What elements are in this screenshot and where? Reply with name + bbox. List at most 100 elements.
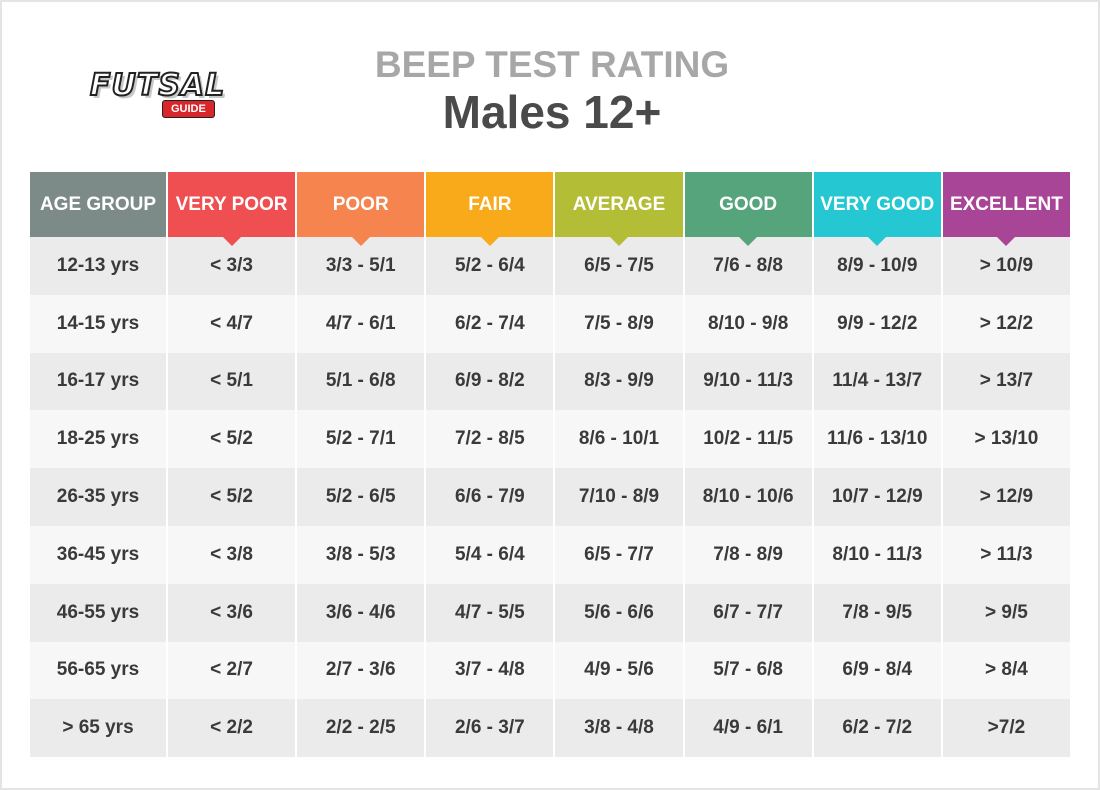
age-group: 36-45 yrs xyxy=(30,525,168,584)
rating-cell: > 12/2 xyxy=(941,294,1073,353)
rating-cell: 7/10 - 8/9 xyxy=(554,468,685,526)
rating-cell: 4/7 - 6/1 xyxy=(296,294,427,353)
header-cell: FAIR xyxy=(425,172,556,246)
rating-cell: 6/5 - 7/5 xyxy=(554,237,685,295)
header-cell: AVERAGE xyxy=(554,172,685,246)
rating-cell: 11/6 - 13/10 xyxy=(812,410,943,469)
header-cell: POOR xyxy=(296,172,427,246)
header-row: AGE GROUP VERY POOR POOR FAIR AVERAGE GOOD VER… xyxy=(30,172,1073,246)
header-label: VERY GOOD xyxy=(820,193,935,215)
title: BEEP TEST RATING xyxy=(374,44,730,85)
rating-cell: 7/6 - 8/8 xyxy=(683,237,814,295)
rating-cell: 6/5 - 7/7 xyxy=(554,525,685,584)
rating-cell: < 3/6 xyxy=(167,583,298,642)
rating-cell: 5/2 - 6/4 xyxy=(425,237,556,295)
rating-cell: 3/7 - 4/8 xyxy=(425,641,556,700)
rating-cell: 5/4 - 6/4 xyxy=(425,525,556,584)
header-cell: GOOD xyxy=(683,172,814,246)
rating-cell: 6/7 - 7/7 xyxy=(683,583,814,642)
age-group: 12-13 yrs xyxy=(30,237,168,295)
rating-cell: 5/2 - 6/5 xyxy=(296,468,427,526)
rating-cell: 5/7 - 6/8 xyxy=(683,641,814,700)
table-row: 18-25 yrs < 5/2 5/2 - 7/1 7/2 - 8/5 8/6 - 10… xyxy=(30,410,1073,469)
rating-cell: 10/7 - 12/9 xyxy=(812,468,943,526)
rating-cell: < 5/2 xyxy=(167,468,298,526)
age-group: 16-17 yrs xyxy=(30,352,168,411)
rating-cell: 6/6 - 7/9 xyxy=(425,468,556,526)
rating-cell: 2/7 - 3/6 xyxy=(296,641,427,700)
rating-cell: 5/2 - 7/1 xyxy=(296,410,427,469)
rating-cell: 6/2 - 7/2 xyxy=(812,699,943,758)
rating-cell: 9/10 - 11/3 xyxy=(683,352,814,411)
header-label: VERY POOR xyxy=(175,193,288,215)
rating-cell: 10/2 - 11/5 xyxy=(683,410,814,469)
rating-cell: 6/9 - 8/2 xyxy=(425,352,556,411)
rating-cell: > 13/7 xyxy=(941,352,1073,411)
header-arrow xyxy=(479,236,500,246)
header-arrow xyxy=(996,236,1017,246)
rating-cell: < 2/7 xyxy=(167,641,298,700)
age-group: 46-55 yrs xyxy=(30,583,168,642)
age-group: 56-65 yrs xyxy=(30,641,168,700)
table-row: 12-13 yrs < 3/3 3/3 - 5/1 5/2 - 6/4 6/5 - 7/… xyxy=(30,237,1073,295)
rating-cell: 9/9 - 12/2 xyxy=(812,294,943,353)
rating-cell: 2/6 - 3/7 xyxy=(425,699,556,758)
rating-cell: > 8/4 xyxy=(941,641,1073,700)
rating-cell: 8/6 - 10/1 xyxy=(554,410,685,469)
header-label: GOOD xyxy=(719,193,778,215)
rating-cell: 4/7 - 5/5 xyxy=(425,583,556,642)
rating-cell: 4/9 - 5/6 xyxy=(554,641,685,700)
rating-cell: 7/5 - 8/9 xyxy=(554,294,685,353)
table-row: > 65 yrs < 2/2 2/2 - 2/5 2/6 - 3/7 3/8 - 4/8… xyxy=(30,699,1073,758)
rating-cell: 3/6 - 4/6 xyxy=(296,583,427,642)
rating-cell: 2/2 - 2/5 xyxy=(296,699,427,758)
header-cell: AGE GROUP xyxy=(30,172,168,237)
rating-cell: 6/2 - 7/4 xyxy=(425,294,556,353)
rating-cell: > 10/9 xyxy=(941,237,1073,295)
rating-cell: 7/8 - 9/5 xyxy=(812,583,943,642)
rating-cell: 8/10 - 11/3 xyxy=(812,525,943,584)
logo: FUTSAL GUIDE xyxy=(89,67,280,118)
rating-cell: 11/4 - 13/7 xyxy=(812,352,943,411)
rating-table: AGE GROUP VERY POOR POOR FAIR AVERAGE GOOD VER… xyxy=(30,172,1073,758)
rating-cell: > 9/5 xyxy=(941,583,1073,642)
rating-cell: 8/9 - 10/9 xyxy=(812,237,943,295)
table-row: 36-45 yrs < 3/8 3/8 - 5/3 5/4 - 6/4 6/5 - 7/… xyxy=(30,525,1073,584)
rating-cell: > 12/9 xyxy=(941,468,1073,526)
rating-cell: < 5/1 xyxy=(167,352,298,411)
table-row: 26-35 yrs < 5/2 5/2 - 6/5 6/6 - 7/9 7/10 - 8… xyxy=(30,468,1073,526)
logo-name: FUTSAL xyxy=(89,67,226,104)
header-arrow xyxy=(608,236,629,246)
rating-cell: < 3/3 xyxy=(167,237,298,295)
rating-cell: < 5/2 xyxy=(167,410,298,469)
table-row: 14-15 yrs < 4/7 4/7 - 6/1 6/2 - 7/4 7/5 - 8/… xyxy=(30,294,1073,353)
table-row: 46-55 yrs < 3/6 3/6 - 4/6 4/7 - 5/5 5/6 - 6/… xyxy=(30,583,1073,642)
subtitle: Males 12+ xyxy=(442,86,662,138)
rating-cell: 6/9 - 8/4 xyxy=(812,641,943,700)
header-label: EXCELLENT xyxy=(949,193,1063,215)
rating-cell: 8/3 - 9/9 xyxy=(554,352,685,411)
age-group: > 65 yrs xyxy=(30,699,168,758)
table-body: 12-13 yrs < 3/3 3/3 - 5/1 5/2 - 6/4 6/5 - 7/… xyxy=(30,237,1073,758)
rating-cell: > 11/3 xyxy=(941,525,1073,584)
header-label: FAIR xyxy=(468,193,512,215)
header-label: POOR xyxy=(332,193,389,215)
rating-cell: < 4/7 xyxy=(167,294,298,353)
rating-cell: 4/9 - 6/1 xyxy=(683,699,814,758)
table-row: 56-65 yrs < 2/7 2/7 - 3/6 3/7 - 4/8 4/9 - 5/… xyxy=(30,641,1073,700)
age-group: 26-35 yrs xyxy=(30,468,168,526)
rating-cell: 3/3 - 5/1 xyxy=(296,237,427,295)
header-cell: VERY POOR xyxy=(167,172,298,246)
rating-cell: 7/2 - 8/5 xyxy=(425,410,556,469)
rating-cell: 3/8 - 5/3 xyxy=(296,525,427,584)
age-group: 14-15 yrs xyxy=(30,294,168,353)
rating-cell: < 3/8 xyxy=(167,525,298,584)
header-label: AGE GROUP xyxy=(39,193,157,215)
rating-cell: >7/2 xyxy=(941,699,1073,758)
rating-cell: 8/10 - 10/6 xyxy=(683,468,814,526)
rating-cell: > 13/10 xyxy=(941,410,1073,469)
logo-tag: GUIDE xyxy=(162,100,215,118)
table-row: 16-17 yrs < 5/1 5/1 - 6/8 6/9 - 8/2 8/3 - 9/… xyxy=(30,352,1073,411)
header-label: AVERAGE xyxy=(572,193,666,215)
